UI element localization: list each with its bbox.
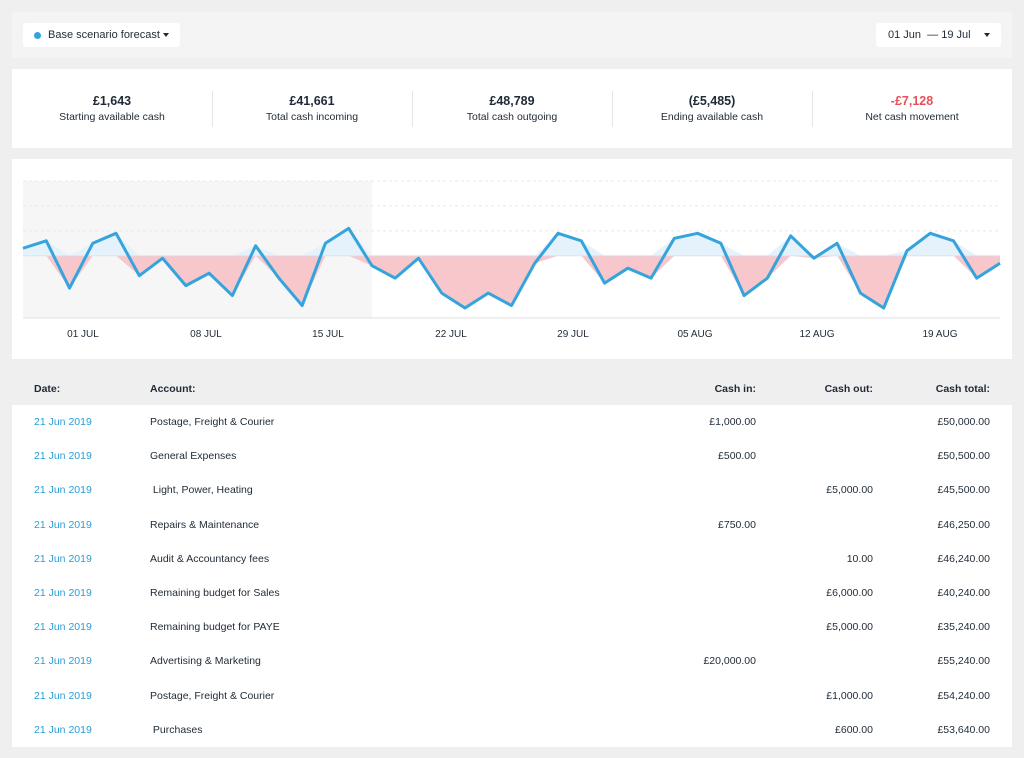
- stat-label: Ending available cash: [660, 111, 764, 123]
- stat-label: Net cash movement: [865, 111, 959, 123]
- table-row: 21 Jun 2019 Postage, Freight & Courier £1,…: [12, 679, 1012, 713]
- row-date-link[interactable]: 21 Jun 2019: [34, 484, 92, 497]
- table-row: 21 Jun 2019 Remaining budget for Sales £6,…: [12, 576, 1012, 610]
- chart-negative-area: [23, 255, 1000, 309]
- row-cash-total: £46,250.00: [937, 518, 990, 531]
- row-cash-in: £20,000.00: [703, 655, 756, 668]
- row-date-link[interactable]: 21 Jun 2019: [34, 689, 92, 702]
- chart-series-line: [22, 226, 1001, 310]
- stat-value: £48,789: [489, 94, 535, 108]
- row-cash-total: £45,500.00: [937, 484, 990, 497]
- row-cash-out: £6,000.00: [826, 587, 873, 600]
- stat-label: Total cash outgoing: [466, 111, 558, 123]
- date-range-dropdown[interactable]: 01 Jun — 19 Jul: [876, 23, 1001, 47]
- row-cash-in: £1,000.00: [709, 416, 756, 429]
- header-cash-total: Cash total:: [935, 382, 990, 395]
- stat-cash-outgoing: £48,789 Total cash outgoing: [412, 69, 612, 148]
- cash-flow-chart: 01 JUL 08 JUL 15 JUL 22 JUL 29 JUL 05 AUG 12 A…: [12, 159, 1012, 359]
- row-account: Audit & Accountancy fees: [150, 552, 270, 565]
- stat-value: (£5,485): [688, 94, 736, 108]
- header-account: Account:: [150, 382, 196, 395]
- toolbar: Base scenario forecast 01 Jun — 19 Jul: [12, 12, 1012, 58]
- row-cash-out: £5,000.00: [826, 621, 873, 634]
- table-row: 21 Jun 2019 Postage, Freight & Courier £1,…: [12, 405, 1012, 439]
- table-row: 21 Jun 2019 Repairs & Maintenance £750.00 £…: [12, 508, 1012, 542]
- row-account: Postage, Freight & Courier: [150, 416, 275, 429]
- header-cash-in: Cash in:: [714, 382, 756, 395]
- chart-x-tick-label: 12 AUG: [799, 329, 834, 340]
- row-cash-total: £53,640.00: [937, 723, 990, 736]
- row-date-link[interactable]: 21 Jun 2019: [34, 416, 92, 429]
- date-range-label: 01 Jun — 19 Jul: [888, 29, 971, 41]
- stat-label: Starting available cash: [59, 111, 165, 123]
- stat-label: Total cash incoming: [265, 111, 359, 123]
- row-account: General Expenses: [150, 450, 237, 463]
- scenario-dropdown-label: Base scenario forecast: [48, 29, 160, 41]
- row-account: Light, Power, Heating: [150, 484, 253, 497]
- row-cash-in: £500.00: [718, 450, 756, 463]
- row-cash-total: £40,240.00: [937, 587, 990, 600]
- table-row: 21 Jun 2019 Advertising & Marketing £20,00…: [12, 644, 1012, 678]
- chevron-down-icon: [984, 33, 990, 37]
- row-cash-total: £54,240.00: [937, 689, 990, 702]
- row-cash-total: £55,240.00: [937, 655, 990, 668]
- stat-net-movement: -£7,128 Net cash movement: [812, 69, 1012, 148]
- row-account: Repairs & Maintenance: [150, 518, 260, 531]
- chart-x-tick-label: 29 JUL: [557, 329, 589, 340]
- summary-stats: £1,643 Starting available cash £41,661 T…: [12, 69, 1012, 148]
- row-date-link[interactable]: 21 Jun 2019: [34, 655, 92, 668]
- row-account: Postage, Freight & Courier: [150, 689, 275, 702]
- chart-x-tick-label: 22 JUL: [435, 329, 467, 340]
- chart-x-tick-label: 08 JUL: [190, 329, 222, 340]
- table-row: 21 Jun 2019 Audit & Accountancy fees 10.00…: [12, 542, 1012, 576]
- chart-x-tick-label: 19 AUG: [922, 329, 957, 340]
- row-date-link[interactable]: 21 Jun 2019: [34, 450, 92, 463]
- chart-x-tick-label: 15 JUL: [312, 329, 344, 340]
- row-cash-out: £600.00: [835, 723, 873, 736]
- row-cash-out: £5,000.00: [826, 484, 873, 497]
- chevron-down-icon: [163, 33, 169, 37]
- table-row: 21 Jun 2019 Light, Power, Heating £5,000.…: [12, 473, 1012, 507]
- table-body: 21 Jun 2019 Postage, Freight & Courier £1,…: [12, 405, 1012, 747]
- row-date-link[interactable]: 21 Jun 2019: [34, 587, 92, 600]
- row-account: Advertising & Marketing: [150, 655, 261, 668]
- table-row: 21 Jun 2019 Remaining budget for PAYE £5,0…: [12, 610, 1012, 644]
- chart-positive-area: [23, 228, 1000, 256]
- row-account: Remaining budget for Sales: [150, 587, 280, 600]
- stat-starting-cash: £1,643 Starting available cash: [12, 69, 212, 148]
- scenario-dropdown[interactable]: Base scenario forecast: [23, 23, 180, 47]
- table-header: Date: Account: Cash in: Cash out: Cash t…: [12, 372, 1012, 405]
- stat-value: -£7,128: [890, 94, 934, 108]
- transactions-table: Date: Account: Cash in: Cash out: Cash t…: [12, 372, 1012, 747]
- row-date-link[interactable]: 21 Jun 2019: [34, 518, 92, 531]
- cash-flow-chart-svg: 01 JUL 08 JUL 15 JUL 22 JUL 29 JUL 05 AUG 12 A…: [22, 180, 1001, 340]
- stat-value: £1,643: [92, 94, 132, 108]
- stat-cash-incoming: £41,661 Total cash incoming: [212, 69, 412, 148]
- header-date: Date:: [34, 382, 61, 395]
- chart-x-tick-label: 05 AUG: [677, 329, 712, 340]
- row-date-link[interactable]: 21 Jun 2019: [34, 723, 92, 736]
- row-cash-out: 10.00: [846, 552, 873, 565]
- row-account: Remaining budget for PAYE: [150, 621, 280, 634]
- scenario-color-dot: [34, 31, 41, 39]
- row-cash-total: £50,500.00: [937, 450, 990, 463]
- row-account: Purchases: [150, 723, 203, 736]
- row-cash-total: £46,240.00: [937, 552, 990, 565]
- row-cash-total: £50,000.00: [937, 416, 990, 429]
- stat-value: £41,661: [289, 94, 335, 108]
- row-date-link[interactable]: 21 Jun 2019: [34, 621, 92, 634]
- row-date-link[interactable]: 21 Jun 2019: [34, 552, 92, 565]
- table-row: 21 Jun 2019 General Expenses £500.00 £50,50…: [12, 439, 1012, 473]
- table-row: 21 Jun 2019 Purchases £600.00 £53,640.00: [12, 713, 1012, 747]
- chart-x-tick-label: 01 JUL: [67, 329, 99, 340]
- stat-ending-cash: (£5,485) Ending available cash: [612, 69, 812, 148]
- header-cash-out: Cash out:: [824, 382, 873, 395]
- row-cash-in: £750.00: [718, 518, 756, 531]
- row-cash-out: £1,000.00: [826, 689, 873, 702]
- row-cash-total: £35,240.00: [937, 621, 990, 634]
